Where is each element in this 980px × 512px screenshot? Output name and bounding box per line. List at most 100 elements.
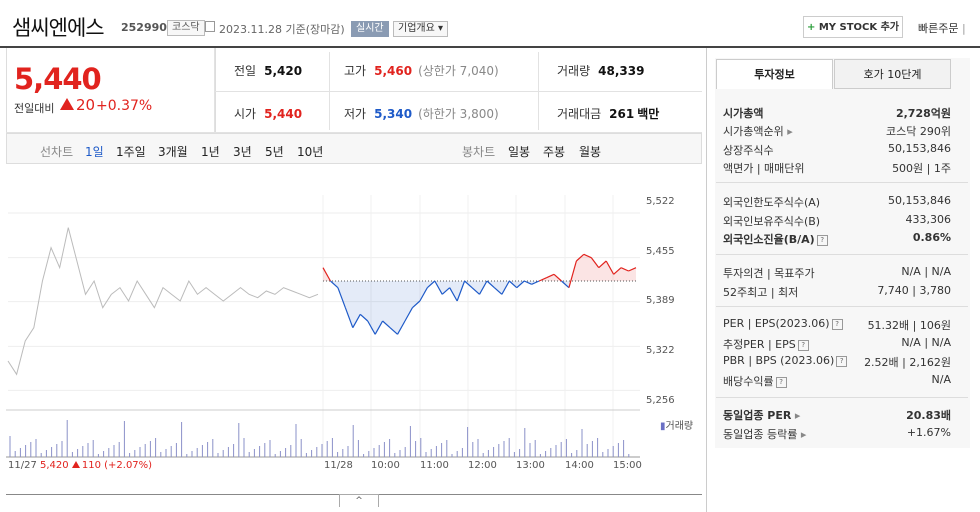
price-segment bbox=[628, 267, 637, 272]
info-opinion: 투자의견 | 목표주가 N/A | N/A bbox=[723, 265, 951, 280]
help-icon[interactable]: ? bbox=[775, 376, 787, 388]
period-10y[interactable]: 10년 bbox=[297, 145, 324, 159]
price-segment bbox=[464, 280, 473, 289]
price-segment bbox=[590, 257, 600, 269]
info-par-value: 액면가 | 매매단위 500원 | 1주 bbox=[723, 162, 951, 175]
price-segment bbox=[620, 267, 629, 272]
price-segment bbox=[471, 287, 480, 295]
chart-grid bbox=[6, 195, 640, 458]
divider bbox=[215, 91, 702, 92]
tab-invest-info[interactable]: 투자정보 bbox=[716, 59, 833, 89]
stock-code: 252990 bbox=[121, 21, 167, 34]
price-area bbox=[382, 281, 391, 328]
info-market-cap: 시가총액 2,728억원 bbox=[723, 107, 951, 120]
candle-chart-label: 봉차트 bbox=[462, 145, 496, 159]
base-date: 2023.11.28 기준(장마감) bbox=[219, 23, 345, 36]
price-area bbox=[583, 254, 592, 281]
current-price: 5,440 bbox=[14, 62, 102, 96]
y-tick: 5,256 bbox=[646, 395, 675, 406]
info-sector-per: 동일업종 PER ▸ 20.83배 bbox=[723, 409, 951, 422]
info-foreign-limit: 외국인한도주식수(A) 50,153,846 bbox=[723, 194, 951, 209]
price-area bbox=[576, 254, 584, 281]
price-area bbox=[524, 281, 532, 285]
price-segment bbox=[538, 277, 547, 282]
period-1d[interactable]: 1일 bbox=[85, 145, 104, 159]
y-tick: 5,455 bbox=[646, 246, 675, 257]
my-stock-add-button[interactable]: + MY STOCK 추가 bbox=[803, 16, 903, 38]
help-icon[interactable]: ? bbox=[836, 355, 848, 367]
stock-name: 샘씨엔에스 bbox=[12, 16, 105, 40]
x-tick: 15:00 bbox=[613, 460, 642, 471]
stat-amount: 거래대금 261 백만 bbox=[557, 107, 660, 121]
price-segment bbox=[389, 327, 398, 335]
help-icon[interactable]: ? bbox=[831, 318, 843, 330]
info-estimated-per: 추정PER | EPS? N/A | N/A bbox=[723, 336, 951, 351]
price-segment bbox=[494, 287, 503, 295]
change-label: 전일대비 bbox=[14, 102, 55, 115]
price-segment bbox=[352, 314, 361, 328]
price-area bbox=[494, 281, 502, 295]
price-segment bbox=[508, 280, 518, 289]
calendar-icon bbox=[205, 21, 215, 32]
price-segment bbox=[419, 287, 428, 302]
price-segment bbox=[478, 280, 488, 295]
previous-day-line bbox=[7, 227, 319, 376]
tab-quote-10[interactable]: 호가 10단계 bbox=[834, 59, 951, 89]
help-icon[interactable]: ? bbox=[797, 339, 809, 351]
price-segment bbox=[434, 280, 443, 295]
divider bbox=[329, 52, 330, 130]
price-segment bbox=[501, 280, 510, 295]
price-area bbox=[419, 281, 428, 301]
volume-bars bbox=[9, 420, 630, 457]
candle-daily[interactable]: 일봉 bbox=[508, 145, 531, 159]
price-segment bbox=[367, 320, 376, 335]
period-5y[interactable]: 5년 bbox=[265, 145, 284, 159]
price-segment bbox=[412, 300, 421, 309]
price-segment bbox=[322, 267, 331, 282]
change-value: 20 bbox=[60, 96, 95, 114]
price-segment bbox=[486, 280, 495, 289]
period-3y[interactable]: 3년 bbox=[233, 145, 252, 159]
price-area bbox=[539, 277, 547, 281]
help-icon[interactable]: ? bbox=[816, 234, 828, 246]
up-triangle-icon bbox=[71, 461, 80, 468]
price-segment bbox=[330, 280, 339, 289]
line-chart-label: 선차트 bbox=[40, 145, 74, 159]
price-area bbox=[352, 281, 361, 328]
price-area bbox=[613, 267, 622, 281]
period-bar bbox=[6, 133, 702, 164]
x-tick: 10:00 bbox=[371, 460, 400, 471]
price-segment bbox=[456, 280, 466, 302]
period-1y[interactable]: 1년 bbox=[201, 145, 220, 159]
price-segment bbox=[441, 287, 451, 295]
y-tick: 5,522 bbox=[646, 196, 675, 207]
candle-monthly[interactable]: 월봉 bbox=[579, 145, 602, 159]
price-area bbox=[397, 281, 405, 335]
price-area bbox=[449, 281, 458, 301]
x-tick: 11:00 bbox=[420, 460, 449, 471]
info-pbr: PBR | BPS (2023.06)? 2.52배 | 2,162원 bbox=[723, 354, 951, 369]
quick-order-link[interactable]: 빠른주문 | bbox=[918, 22, 966, 35]
period-3m[interactable]: 3개월 bbox=[158, 145, 188, 159]
info-dividend: 배당수익률? N/A bbox=[723, 373, 951, 388]
candle-weekly[interactable]: 주봉 bbox=[543, 145, 566, 159]
price-segment bbox=[523, 280, 532, 285]
stat-open: 시가 5,440 bbox=[234, 107, 303, 121]
realtime-badge[interactable]: 실시간 bbox=[351, 21, 389, 37]
price-area bbox=[568, 261, 577, 288]
price-area bbox=[628, 267, 636, 281]
price-area bbox=[546, 274, 555, 281]
change-percent: +0.37% bbox=[96, 98, 153, 114]
price-area bbox=[375, 281, 383, 335]
x-tick: 11/28 bbox=[324, 460, 353, 471]
price-segment bbox=[561, 280, 570, 289]
company-overview-button[interactable]: 기업개요 ▾ bbox=[393, 21, 449, 37]
y-tick: 5,322 bbox=[646, 345, 675, 356]
y-tick: 5,389 bbox=[646, 295, 675, 306]
up-triangle-icon bbox=[60, 98, 74, 110]
period-1w[interactable]: 1주일 bbox=[116, 145, 146, 159]
price-area bbox=[390, 281, 398, 335]
price-segment bbox=[404, 307, 413, 322]
price-segment bbox=[374, 320, 384, 335]
chart-collapse-handle[interactable]: ^ bbox=[339, 494, 379, 507]
